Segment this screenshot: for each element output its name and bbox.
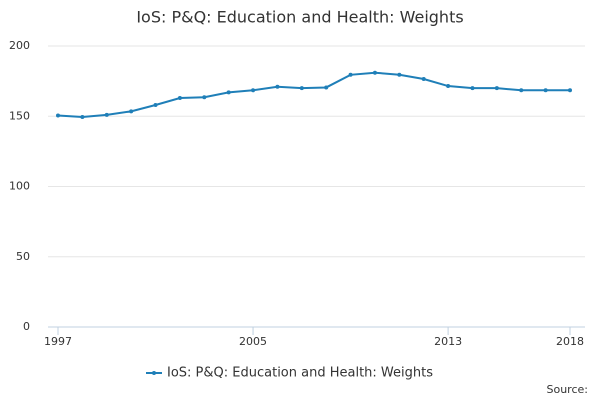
data-point — [568, 88, 572, 93]
data-point — [519, 88, 524, 93]
y-tick-label: 200 — [9, 39, 30, 52]
data-point — [202, 95, 207, 100]
x-tick-label: 2018 — [556, 335, 584, 348]
data-point — [543, 88, 548, 93]
data-point — [421, 77, 426, 82]
data-point — [80, 114, 85, 119]
data-point — [470, 86, 475, 91]
y-tick-label: 150 — [9, 109, 30, 122]
data-point — [177, 95, 182, 100]
data-point — [348, 72, 353, 77]
legend-swatch-dot — [152, 371, 156, 375]
data-point — [299, 86, 304, 91]
source: Source: — [547, 383, 589, 396]
data-point — [372, 70, 377, 75]
data-point — [153, 103, 158, 108]
data-point — [494, 86, 499, 91]
data-point — [104, 112, 109, 117]
data-point — [56, 113, 60, 118]
data-point — [226, 90, 231, 95]
data-point — [275, 84, 280, 89]
chart-title: IoS: P&Q: Education and Health: Weights — [136, 8, 463, 27]
x-tick-label: 2013 — [434, 335, 462, 348]
data-point — [446, 84, 451, 89]
x-tick-label: 1997 — [44, 335, 72, 348]
legend-label: IoS: P&Q: Education and Health: Weights — [167, 366, 433, 381]
y-tick-label: 0 — [23, 320, 30, 333]
data-line — [57, 71, 570, 118]
data-point — [397, 72, 402, 77]
x-tick-label: 2005 — [239, 335, 267, 348]
data-point — [324, 85, 329, 90]
data-point — [129, 109, 134, 114]
data-point — [251, 88, 256, 93]
y-tick-label: 50 — [16, 250, 30, 263]
y-tick-label: 100 — [9, 180, 30, 193]
